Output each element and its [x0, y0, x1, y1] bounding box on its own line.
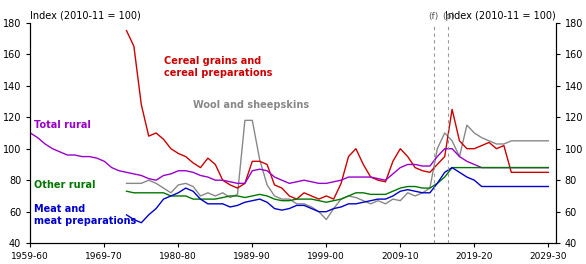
Text: Cereal grains and
cereal preparations: Cereal grains and cereal preparations — [163, 56, 272, 78]
Text: Wool and sheepskins: Wool and sheepskins — [193, 100, 309, 110]
Text: (f): (f) — [428, 12, 439, 21]
Text: Meat and
meat preparations: Meat and meat preparations — [34, 204, 137, 226]
Text: (p): (p) — [442, 12, 455, 21]
Text: Index (2010-11 = 100): Index (2010-11 = 100) — [445, 11, 556, 21]
Text: Index (2010-11 = 100): Index (2010-11 = 100) — [30, 11, 141, 21]
Text: Other rural: Other rural — [34, 180, 96, 190]
Text: Total rural: Total rural — [34, 120, 91, 130]
